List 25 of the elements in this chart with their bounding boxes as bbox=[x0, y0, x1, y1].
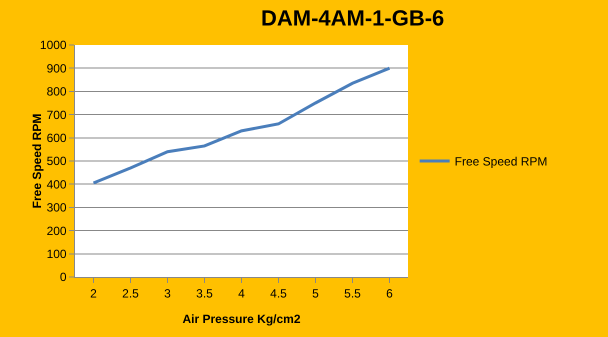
y-tick-label: 0 bbox=[60, 270, 67, 284]
y-tick-label: 400 bbox=[46, 177, 67, 192]
y-tick-label: 500 bbox=[46, 154, 67, 168]
y-tick-label: 800 bbox=[46, 84, 67, 99]
x-tick-label: 4 bbox=[238, 286, 246, 300]
x-tick-label: 2.5 bbox=[122, 286, 140, 300]
y-tick-label: 700 bbox=[46, 108, 67, 122]
y-tick-label: 600 bbox=[46, 131, 67, 145]
y-tick-label: 300 bbox=[46, 200, 67, 215]
y-tick-label: 200 bbox=[46, 224, 67, 238]
x-tick-label: 4.5 bbox=[270, 286, 288, 300]
chart-title: DAM-4AM-1-GB-6 bbox=[260, 6, 444, 31]
x-tick-label: 5 bbox=[312, 286, 320, 300]
y-axis-title: Free Speed RPM bbox=[30, 114, 44, 208]
y-tick-label: 1000 bbox=[40, 38, 67, 52]
legend-label: Free Speed RPM bbox=[454, 154, 548, 169]
x-tick-label: 3.5 bbox=[196, 286, 214, 300]
line-series bbox=[92, 66, 391, 185]
y-tick-label: 100 bbox=[46, 247, 67, 261]
x-tick-label: 6 bbox=[386, 286, 394, 300]
x-tick-label: 3 bbox=[164, 286, 172, 300]
x-axis-title: Air Pressure Kg/cm2 bbox=[182, 312, 301, 326]
y-tick-label: 900 bbox=[46, 61, 67, 76]
x-tick-label: 5.5 bbox=[344, 286, 362, 300]
x-tick-label: 2 bbox=[90, 286, 98, 300]
